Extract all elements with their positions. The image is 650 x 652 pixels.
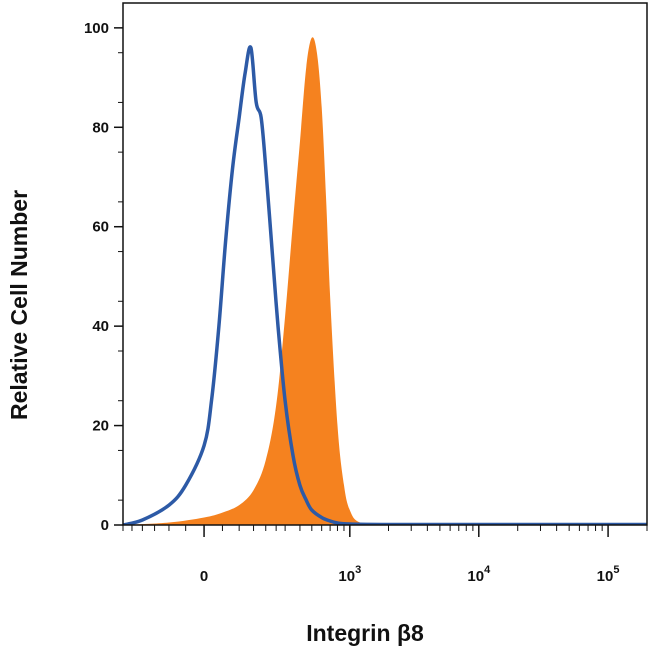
plot-frame (122, 2, 648, 526)
series-layer (123, 37, 647, 525)
y-tick-label: 20 (92, 418, 109, 435)
y-tick-label: 60 (92, 219, 109, 236)
y-axis-title: Relative Cell Number (6, 190, 32, 420)
x-axis: 0 103 104 105 (122, 525, 648, 585)
histogram-outline-series (123, 45, 647, 525)
y-tick-label: 0 (101, 517, 109, 534)
x-tick-label: 0 (200, 568, 208, 585)
x-tick-label: 105 (597, 564, 620, 585)
x-axis-title: Integrin β8 (306, 620, 424, 646)
y-tick-label: 40 (92, 318, 109, 335)
y-tick-label: 100 (84, 20, 109, 37)
x-tick-label: 103 (338, 564, 361, 585)
y-tick-label: 80 (92, 119, 109, 136)
y-axis: 0 20 40 60 80 100 (84, 20, 123, 534)
x-tick-label: 104 (467, 564, 491, 585)
